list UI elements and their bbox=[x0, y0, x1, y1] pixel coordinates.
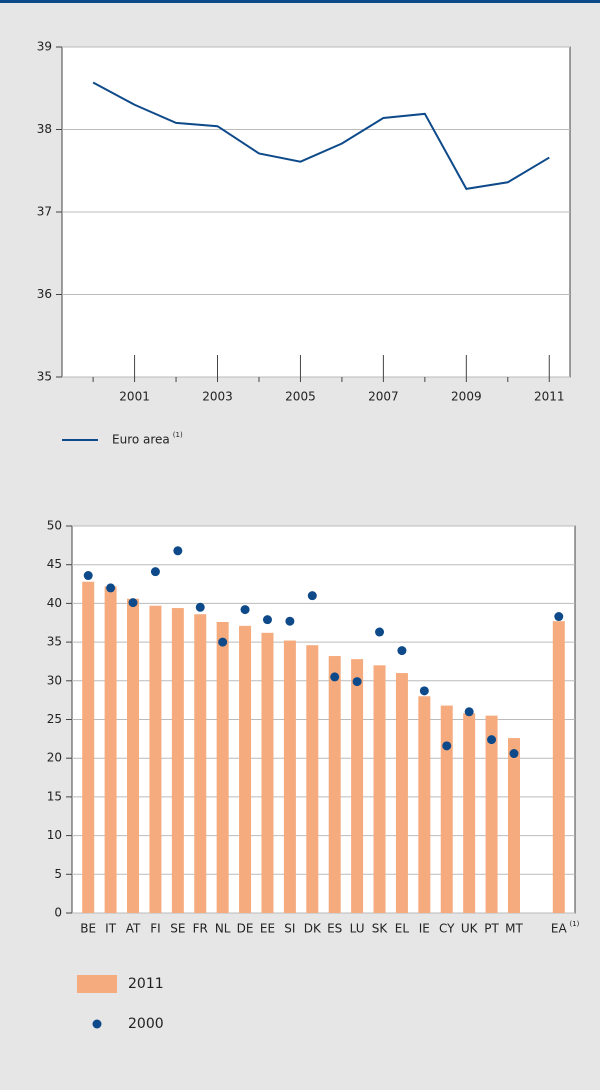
x-tick-label: DK bbox=[304, 922, 322, 936]
dot bbox=[352, 677, 362, 687]
bar bbox=[283, 640, 296, 913]
bar bbox=[440, 705, 453, 913]
bar bbox=[171, 608, 184, 913]
dot bbox=[397, 646, 407, 656]
x-tick-label: 2009 bbox=[451, 390, 482, 404]
dot bbox=[419, 686, 429, 696]
bar bbox=[485, 715, 498, 913]
x-tick-label: AT bbox=[126, 922, 141, 936]
x-tick-label: PT bbox=[484, 922, 499, 936]
x-tick-label: EA bbox=[551, 922, 568, 936]
y-tick-label: 39 bbox=[37, 40, 52, 54]
bar bbox=[395, 673, 408, 913]
x-tick-label: DE bbox=[237, 922, 254, 936]
dot bbox=[330, 672, 340, 682]
y-tick-label: 45 bbox=[47, 557, 62, 571]
legend-swatch bbox=[92, 1019, 102, 1029]
x-tick-label: EE bbox=[260, 922, 275, 936]
dot bbox=[173, 546, 183, 556]
x-tick-label: IT bbox=[105, 922, 117, 936]
y-tick-label: 25 bbox=[47, 712, 62, 726]
x-tick-label: 2007 bbox=[368, 390, 399, 404]
bar bbox=[373, 665, 386, 913]
legend-label: 2011 bbox=[128, 976, 164, 992]
y-tick-label: 50 bbox=[47, 519, 62, 533]
dot bbox=[509, 749, 519, 759]
dot bbox=[285, 616, 295, 626]
dot bbox=[106, 583, 116, 593]
y-tick-label: 40 bbox=[47, 596, 62, 610]
dot bbox=[464, 707, 474, 717]
x-tick-label: 2011 bbox=[534, 390, 565, 404]
x-tick-label: 2005 bbox=[285, 390, 316, 404]
y-tick-label: 20 bbox=[47, 751, 62, 765]
bar bbox=[82, 581, 95, 913]
dot bbox=[307, 591, 317, 601]
x-tick-label: SI bbox=[284, 922, 295, 936]
y-tick-label: 35 bbox=[47, 635, 62, 649]
dot bbox=[487, 735, 497, 745]
bar bbox=[507, 738, 520, 913]
bar bbox=[351, 659, 364, 913]
y-tick-label: 38 bbox=[37, 122, 52, 136]
x-tick-label: UK bbox=[461, 922, 479, 936]
y-tick-label: 35 bbox=[37, 370, 52, 384]
dot bbox=[262, 615, 272, 625]
x-tick-label: MT bbox=[505, 922, 523, 936]
x-tick-label: 2001 bbox=[119, 390, 150, 404]
y-tick-label: 15 bbox=[47, 789, 62, 803]
x-tick-label: SE bbox=[170, 922, 185, 936]
bar bbox=[552, 621, 565, 913]
bar bbox=[127, 598, 140, 913]
x-tick-label: 2003 bbox=[202, 390, 233, 404]
dot bbox=[442, 741, 452, 751]
x-tick-label: FR bbox=[193, 922, 208, 936]
footnote-marker: (1) bbox=[173, 431, 183, 439]
x-tick-label: LU bbox=[350, 922, 365, 936]
y-tick-label: 5 bbox=[54, 867, 62, 881]
x-tick-label: NL bbox=[215, 922, 231, 936]
x-tick-label: BE bbox=[80, 922, 96, 936]
x-tick-label: EL bbox=[395, 922, 410, 936]
x-tick-label: SK bbox=[372, 922, 389, 936]
y-tick-label: 0 bbox=[54, 906, 62, 920]
bar bbox=[216, 621, 229, 913]
dot bbox=[128, 598, 138, 608]
bar bbox=[328, 656, 341, 913]
bar bbox=[194, 614, 207, 913]
legend-label: Euro area bbox=[112, 433, 170, 447]
y-tick-label: 37 bbox=[37, 205, 52, 219]
footnote-marker: (1) bbox=[569, 920, 579, 928]
bar bbox=[306, 645, 319, 913]
dot bbox=[218, 637, 228, 647]
dot bbox=[240, 605, 250, 615]
bar bbox=[149, 605, 162, 913]
x-tick-label: IE bbox=[419, 922, 430, 936]
bar bbox=[418, 696, 431, 913]
x-tick-label: ES bbox=[327, 922, 342, 936]
line bbox=[92, 81, 550, 190]
y-tick-label: 10 bbox=[47, 828, 62, 842]
legend-swatch bbox=[77, 975, 117, 993]
bar bbox=[261, 632, 274, 913]
bar bbox=[239, 625, 252, 913]
dot bbox=[150, 567, 160, 577]
dot bbox=[554, 612, 564, 622]
y-tick-label: 30 bbox=[47, 673, 62, 687]
bar bbox=[463, 713, 476, 913]
bar bbox=[104, 586, 117, 913]
dot bbox=[195, 602, 205, 612]
dot bbox=[375, 627, 385, 637]
x-tick-label: FI bbox=[150, 922, 160, 936]
dot bbox=[83, 571, 93, 581]
x-tick-label: CY bbox=[439, 922, 455, 936]
legend-label: 2000 bbox=[128, 1016, 164, 1032]
top-rule bbox=[0, 0, 600, 3]
y-tick-label: 36 bbox=[37, 287, 52, 301]
